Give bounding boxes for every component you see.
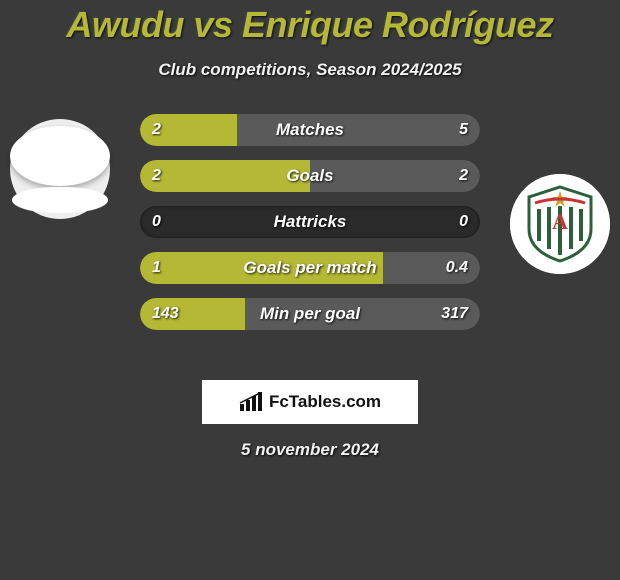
bar-fill-right (310, 160, 480, 192)
page-title: Awudu vs Enrique Rodríguez (0, 4, 620, 46)
stat-label: Hattricks (274, 212, 347, 232)
stat-value-right: 0 (459, 213, 468, 231)
stat-value-right: 5 (459, 121, 468, 139)
stat-value-left: 0 (152, 213, 161, 231)
blank-avatar-icon (12, 187, 108, 213)
logo-text: FcTables.com (269, 392, 381, 412)
blank-avatar-icon (10, 126, 110, 186)
fctables-logo[interactable]: FcTables.com (202, 380, 418, 424)
stats-bars: 2 Matches 5 2 Goals 2 0 Hattricks 0 1 Goals per ma… (140, 114, 480, 344)
stat-value-left: 143 (152, 305, 179, 323)
stat-label: Goals (286, 166, 333, 186)
subtitle: Club competitions, Season 2024/2025 (0, 60, 620, 80)
bar-fill-right (237, 114, 480, 146)
stat-value-left: 2 (152, 121, 161, 139)
stat-label: Goals per match (243, 258, 376, 278)
stat-value-right: 2 (459, 167, 468, 185)
player-left-avatar (10, 119, 110, 219)
bar-fill-left (140, 160, 310, 192)
stat-value-left: 2 (152, 167, 161, 185)
stat-label: Matches (276, 120, 344, 140)
shield-icon: A (525, 185, 595, 263)
stat-row: 1 Goals per match 0.4 (140, 252, 480, 284)
stat-row: 2 Goals 2 (140, 160, 480, 192)
body-area: A 2 Matches 5 2 Goals 2 0 Hattricks 0 1 Goals per … (0, 114, 620, 374)
stat-label: Min per goal (260, 304, 360, 324)
stat-value-left: 1 (152, 259, 161, 277)
stat-value-right: 317 (441, 305, 468, 323)
stat-value-right: 0.4 (446, 259, 468, 277)
comparison-card: Awudu vs Enrique Rodríguez Club competit… (0, 0, 620, 460)
svg-text:A: A (552, 209, 568, 234)
bar-chart-icon (239, 392, 265, 412)
club-badge-icon: A (510, 174, 610, 274)
stat-row: 0 Hattricks 0 (140, 206, 480, 238)
player-right-avatar: A (510, 174, 610, 274)
stat-row: 143 Min per goal 317 (140, 298, 480, 330)
stat-row: 2 Matches 5 (140, 114, 480, 146)
date-label: 5 november 2024 (0, 440, 620, 460)
